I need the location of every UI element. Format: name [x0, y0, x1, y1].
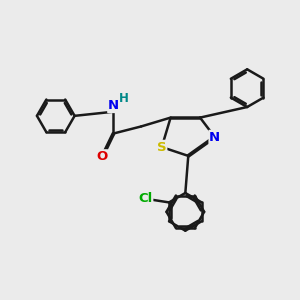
Text: N: N: [108, 99, 119, 112]
Text: O: O: [96, 150, 107, 163]
Text: N: N: [209, 130, 220, 143]
Text: S: S: [157, 141, 166, 154]
Text: H: H: [119, 92, 129, 105]
Text: Cl: Cl: [138, 192, 153, 205]
